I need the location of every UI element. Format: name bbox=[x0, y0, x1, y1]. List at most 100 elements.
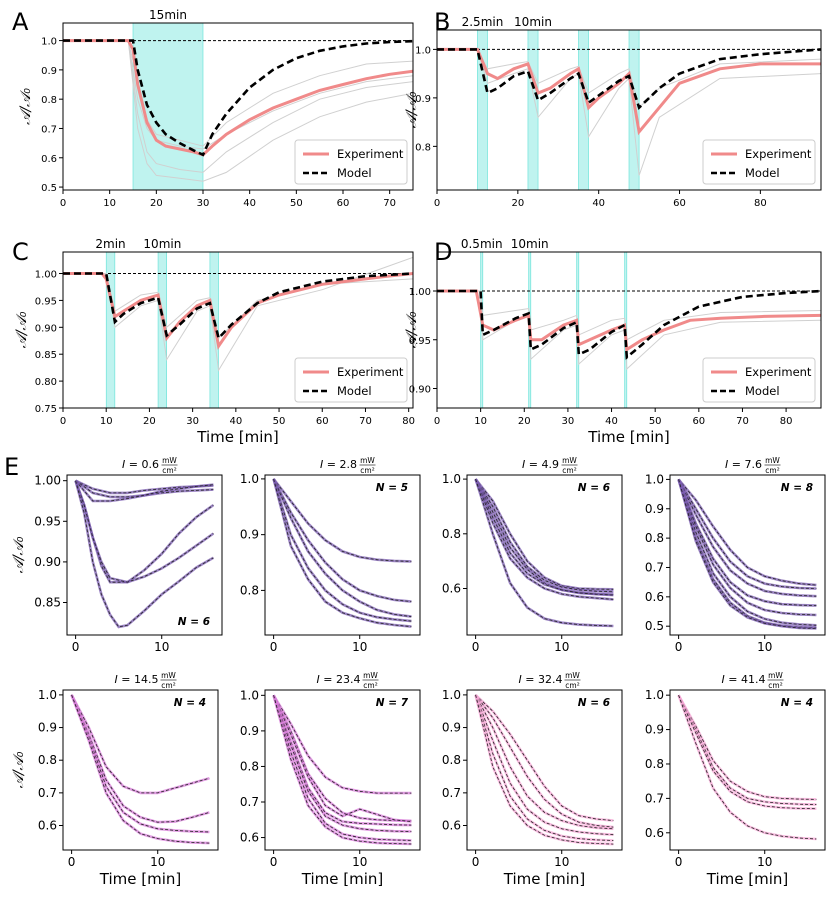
model-line bbox=[63, 272, 413, 341]
y-tick-label: 0.9 bbox=[240, 528, 259, 542]
fit-line bbox=[71, 694, 210, 844]
y-tick-label: 0.9 bbox=[442, 721, 461, 735]
model-line bbox=[437, 48, 821, 110]
y-tick-label: 0.85 bbox=[34, 596, 61, 610]
n-label: N = 4 bbox=[174, 697, 206, 709]
x-tick-label: 70 bbox=[359, 416, 372, 427]
x-axis-label: Time [min] bbox=[196, 428, 278, 446]
plot-area bbox=[63, 252, 413, 408]
panel-title: I = 0.6 bbox=[122, 458, 159, 471]
fit-line bbox=[475, 478, 614, 593]
y-tick-label: 0.7 bbox=[645, 560, 664, 574]
unit-numerator: mW bbox=[161, 671, 176, 680]
y-tick-label: 0.7 bbox=[645, 791, 664, 805]
panel-D: 0 10 20 30 40 50 60 70 80 0.90 0.95 1.00 Time [min] 𝒜… bbox=[404, 237, 822, 446]
y-tick-label: 1.00 bbox=[34, 474, 61, 488]
y-tick-label: 1.0 bbox=[645, 688, 664, 702]
y-tick-label: 0.8 bbox=[41, 95, 57, 106]
x-tick-label: 50 bbox=[649, 416, 662, 427]
axes-frame bbox=[66, 474, 223, 636]
n-label: N = 7 bbox=[376, 697, 409, 709]
axes-frame bbox=[264, 474, 421, 636]
x-tick-label: 0 bbox=[60, 198, 66, 209]
trial-line bbox=[70, 694, 210, 845]
plot-area bbox=[437, 30, 821, 190]
panel-E8: 0 10 0.6 0.7 0.8 0.9 1.0 Time [min] I = 41.4 mWcm… bbox=[645, 671, 826, 888]
legend-label-experiment: Experiment bbox=[337, 147, 404, 161]
n-label: N = 5 bbox=[376, 482, 408, 494]
x-tick-label: 0 bbox=[270, 855, 278, 869]
fit-line bbox=[71, 694, 210, 823]
axes-frame bbox=[62, 22, 414, 191]
unit-denominator: cm² bbox=[765, 466, 779, 475]
unit-numerator: mW bbox=[768, 671, 783, 680]
x-tick-label: 30 bbox=[186, 416, 199, 427]
unit-numerator: mW bbox=[363, 671, 378, 680]
x-tick-label: 60 bbox=[673, 198, 686, 209]
unit-denominator: cm² bbox=[360, 466, 374, 475]
trial-line bbox=[677, 694, 817, 841]
y-tick-label: 0.7 bbox=[38, 786, 57, 800]
x-tick-label: 20 bbox=[143, 416, 156, 427]
duration-annotation: 0.5min bbox=[461, 237, 503, 251]
panel-title: I = 4.9 bbox=[522, 458, 559, 471]
y-tick-label: 0.95 bbox=[34, 514, 61, 528]
fit-line bbox=[273, 478, 412, 622]
y-tick-label: 1.0 bbox=[442, 688, 461, 702]
y-tick-label: 0.6 bbox=[442, 582, 461, 596]
y-tick-label: 1.0 bbox=[240, 472, 259, 486]
fit-line bbox=[678, 695, 817, 810]
x-tick-label: 40 bbox=[243, 198, 256, 209]
plot-area bbox=[74, 479, 215, 629]
x-tick-label: 40 bbox=[605, 416, 618, 427]
unit-denominator: cm² bbox=[363, 681, 377, 690]
fit-line bbox=[678, 479, 817, 606]
trial-line bbox=[272, 478, 412, 618]
x-tick-label: 10 bbox=[757, 855, 772, 869]
legend-label-experiment: Experiment bbox=[337, 365, 404, 379]
trial-line bbox=[474, 693, 614, 822]
y-tick-label: 0.90 bbox=[34, 555, 61, 569]
fit-line bbox=[273, 478, 412, 562]
y-axis-label: 𝒜/𝒜₀ bbox=[18, 88, 34, 125]
x-tick-label: 20 bbox=[518, 416, 531, 427]
x-tick-label: 10 bbox=[154, 640, 169, 654]
y-tick-label: 0.95 bbox=[35, 296, 57, 307]
y-tick-label: 0.9 bbox=[38, 721, 57, 735]
light-exposure-band bbox=[527, 30, 539, 190]
y-tick-label: 1.00 bbox=[35, 270, 57, 281]
y-tick-label: 1.0 bbox=[645, 472, 664, 486]
plot-area bbox=[63, 23, 413, 190]
x-tick-label: 10 bbox=[103, 198, 116, 209]
y-tick-label: 0.9 bbox=[645, 723, 664, 737]
x-axis-label: Time [min] bbox=[99, 870, 181, 888]
y-tick-label: 0.95 bbox=[409, 336, 431, 347]
panel-letter: D bbox=[434, 238, 452, 266]
panel-letter: B bbox=[434, 8, 450, 36]
model-line bbox=[437, 289, 821, 360]
fit-line bbox=[678, 479, 817, 586]
y-tick-label: 0.9 bbox=[415, 94, 431, 105]
n-label: N = 6 bbox=[578, 697, 610, 709]
trial-line bbox=[70, 694, 210, 824]
unit-denominator: cm² bbox=[562, 466, 576, 475]
x-tick-label: 50 bbox=[273, 416, 286, 427]
x-axis-label: Time [min] bbox=[706, 870, 788, 888]
fit-line bbox=[678, 695, 817, 800]
unit-numerator: mW bbox=[565, 671, 580, 680]
experiment-line bbox=[437, 289, 821, 353]
y-tick-label: 0.7 bbox=[442, 786, 461, 800]
panel-C: 0 10 20 30 40 50 60 70 80 0.75 0.80 0.85 0.90 0.95 1.0… bbox=[12, 237, 415, 446]
fit-line bbox=[678, 695, 817, 805]
x-tick-label: 60 bbox=[692, 416, 705, 427]
y-tick-label: 0.6 bbox=[38, 819, 57, 833]
trial-line bbox=[63, 40, 413, 182]
y-tick-label: 0.8 bbox=[442, 527, 461, 541]
x-tick-label: 0 bbox=[72, 640, 80, 654]
y-tick-label: 0.5 bbox=[41, 183, 57, 194]
x-tick-label: 20 bbox=[150, 198, 163, 209]
axes-frame bbox=[62, 251, 414, 409]
